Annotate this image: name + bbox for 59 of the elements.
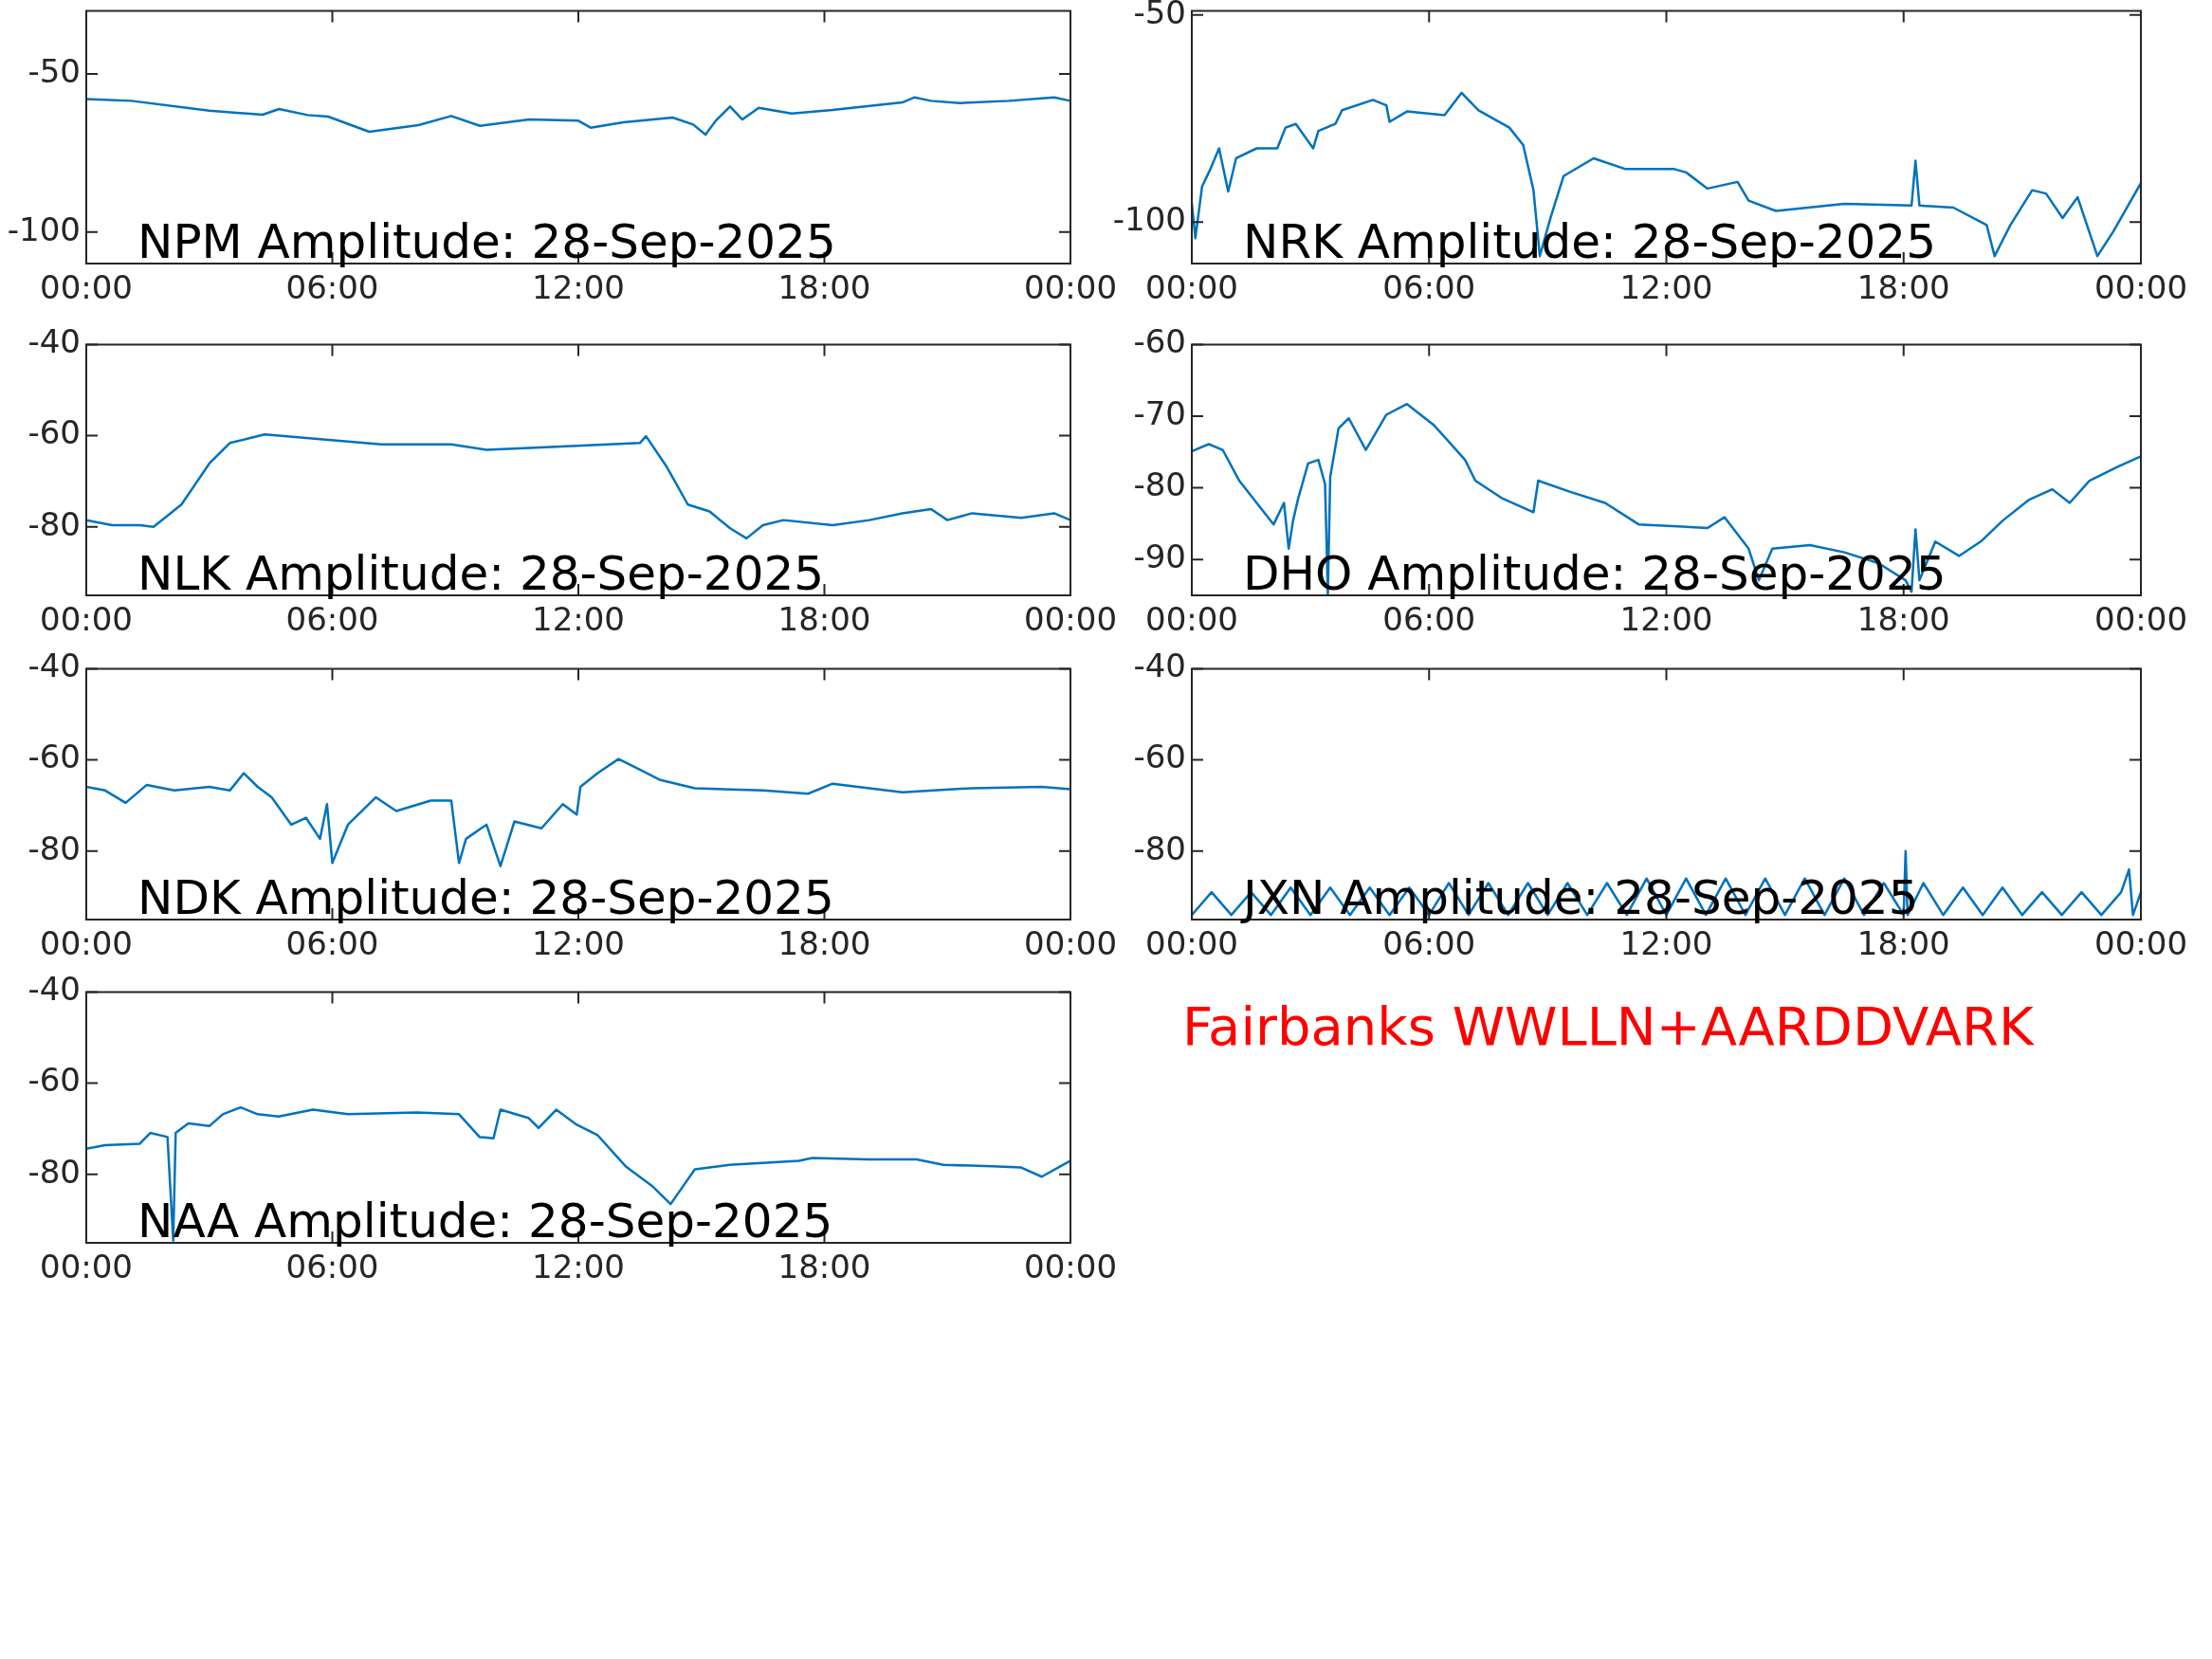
x-tick-label: 12:00 — [532, 268, 625, 307]
x-tick-label: 12:00 — [1619, 268, 1713, 307]
x-tick-label: 18:00 — [777, 600, 871, 639]
y-tick-label: -90 — [1133, 538, 1186, 576]
y-tick-label: -40 — [27, 970, 81, 1009]
y-tick-label: -60 — [27, 1061, 81, 1100]
y-tick-label: -40 — [27, 322, 81, 361]
x-tick-label: 00:00 — [2094, 924, 2187, 963]
x-tick-label: 06:00 — [285, 268, 379, 307]
y-tick-label: -40 — [27, 647, 81, 685]
x-tick-label: 18:00 — [1856, 268, 1950, 307]
x-tick-label: 00:00 — [2094, 600, 2187, 639]
y-tick-label: -80 — [1133, 829, 1186, 867]
y-tick-label: -80 — [27, 829, 81, 867]
x-tick-label: 18:00 — [1856, 600, 1950, 639]
text: NLK Amplitude: 28-Sep-2025 — [137, 546, 825, 601]
x-tick-label: 00:00 — [1024, 1248, 1117, 1286]
y-tick-label: -60 — [27, 738, 81, 776]
x-tick-label: 06:00 — [285, 924, 379, 963]
x-tick-label: 12:00 — [1619, 600, 1713, 639]
x-tick-label: 00:00 — [1145, 600, 1238, 639]
x-tick-label: 06:00 — [285, 600, 379, 639]
y-tick-label: -80 — [1133, 465, 1186, 504]
x-tick-label: 00:00 — [40, 924, 133, 963]
x-tick-label: 18:00 — [777, 1248, 871, 1286]
x-tick-label: 00:00 — [2094, 268, 2187, 307]
x-tick-label: 18:00 — [777, 924, 871, 963]
y-tick-label: -80 — [27, 1152, 81, 1191]
x-tick-label: 18:00 — [777, 268, 871, 307]
x-tick-label: 06:00 — [1382, 924, 1476, 963]
y-tick-label: -100 — [7, 210, 81, 248]
text: Fairbanks WWLLN+AARDDVARK — [1182, 995, 2034, 1057]
x-tick-label: 00:00 — [40, 268, 133, 307]
y-tick-label: -60 — [1133, 322, 1186, 361]
y-tick-label: -40 — [1133, 647, 1186, 685]
y-tick-label: -50 — [1133, 0, 1186, 31]
x-tick-label: 06:00 — [285, 1248, 379, 1286]
x-tick-label: 12:00 — [1619, 924, 1713, 963]
x-tick-label: 18:00 — [1856, 924, 1950, 963]
y-tick-label: -100 — [1112, 200, 1186, 239]
x-tick-label: 12:00 — [532, 924, 625, 963]
x-tick-label: 12:00 — [532, 1248, 625, 1286]
x-tick-label: 00:00 — [1024, 924, 1117, 963]
x-tick-label: 00:00 — [1145, 924, 1238, 963]
text: NPM Amplitude: 28-Sep-2025 — [137, 214, 836, 269]
x-tick-label: 00:00 — [1145, 268, 1238, 307]
x-tick-label: 06:00 — [1382, 600, 1476, 639]
x-tick-label: 00:00 — [40, 600, 133, 639]
y-tick-label: -50 — [27, 51, 81, 90]
y-tick-label: -60 — [1133, 738, 1186, 776]
text: NDK Amplitude: 28-Sep-2025 — [137, 870, 834, 925]
x-tick-label: 00:00 — [1024, 600, 1117, 639]
x-tick-label: 00:00 — [1024, 268, 1117, 307]
y-tick-label: -70 — [1133, 393, 1186, 432]
x-tick-label: 00:00 — [40, 1248, 133, 1286]
x-tick-label: 06:00 — [1382, 268, 1476, 307]
y-tick-label: -80 — [27, 504, 81, 543]
x-tick-label: 12:00 — [532, 600, 625, 639]
y-tick-label: -60 — [27, 413, 81, 452]
